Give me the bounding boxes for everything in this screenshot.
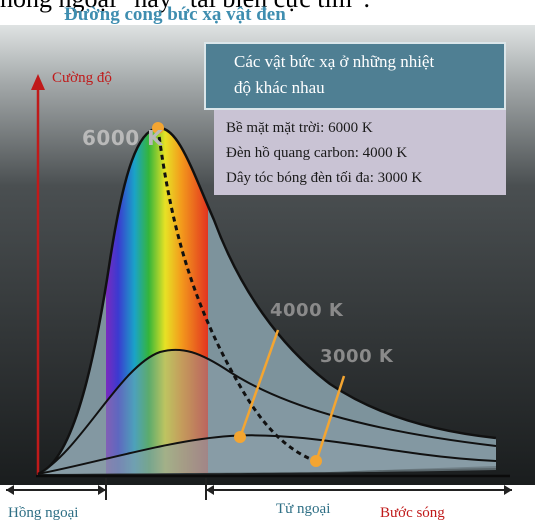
info-item-filament: Dây tóc bóng đèn tối đa: 3000 K [226, 170, 423, 186]
infrared-range-marker [6, 478, 107, 500]
curve-3000k [37, 434, 497, 475]
leader-4000k [240, 329, 280, 433]
info-title-line2: độ khác nhau [234, 78, 325, 97]
label-6000k: 6000 K [82, 126, 164, 150]
infrared-label: Hồng ngoại [8, 505, 79, 521]
info-panel-header: Các vật bức xạ ở những nhiệt độ khác nha… [204, 42, 506, 110]
peak-marker-6000k [152, 122, 164, 134]
info-item-carbon-arc: Đèn hồ quang carbon: 4000 K [226, 145, 408, 161]
x-axis-label: Bước sóng [380, 505, 445, 521]
curve-4000k [37, 348, 497, 475]
curve-6000k [37, 126, 497, 476]
page-heading-fragment: hồng ngoại” hay “tai biến cực tím”. [0, 0, 370, 14]
info-item-sun: Bề mặt mặt trời: 6000 K [226, 120, 373, 136]
info-title-line1: Các vật bức xạ ở những nhiệt [234, 52, 435, 71]
label-4000k: 4000 K [270, 300, 344, 321]
peak-marker-3000k [310, 455, 322, 467]
y-axis-arrow [31, 74, 45, 90]
curve-3000k-fill [38, 435, 496, 474]
y-axis-label: Cường độ [52, 70, 112, 86]
chart-title: Đường cong bức xạ vật đen [64, 4, 286, 25]
info-panel: Các vật bức xạ ở những nhiệt độ khác nha… [204, 42, 506, 195]
label-3000k: 3000 K [320, 346, 394, 367]
ultraviolet-label: Tử ngoại [276, 501, 331, 517]
wien-peak-line [156, 127, 319, 464]
ultraviolet-range-marker [205, 478, 512, 500]
leader-3000k [316, 375, 346, 457]
peak-marker-4000k [234, 431, 246, 443]
curve-4000k-fill [38, 349, 496, 474]
info-panel-body: Bề mặt mặt trời: 6000 K Đèn hồ quang car… [214, 110, 506, 195]
